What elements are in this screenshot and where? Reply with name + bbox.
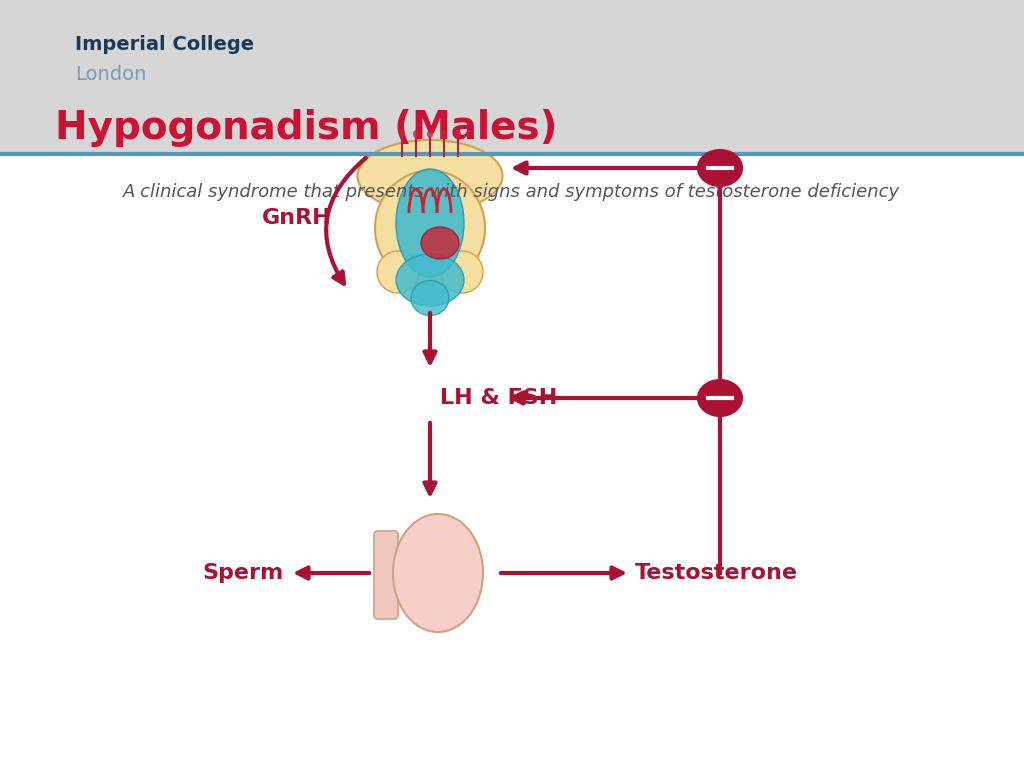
Text: LH & FSH: LH & FSH xyxy=(440,388,557,408)
Ellipse shape xyxy=(411,280,449,316)
Ellipse shape xyxy=(393,514,483,632)
FancyArrowPatch shape xyxy=(326,157,366,283)
Ellipse shape xyxy=(427,130,433,138)
Text: Hypogonadism (Males): Hypogonadism (Males) xyxy=(55,109,557,147)
Bar xyxy=(0,154,1024,768)
Ellipse shape xyxy=(396,254,464,306)
Ellipse shape xyxy=(377,251,419,293)
Text: Sperm: Sperm xyxy=(202,563,284,583)
Bar xyxy=(0,0,1024,154)
Ellipse shape xyxy=(441,251,483,293)
Ellipse shape xyxy=(698,150,742,186)
FancyBboxPatch shape xyxy=(374,531,398,619)
Ellipse shape xyxy=(413,130,419,138)
Ellipse shape xyxy=(375,170,485,286)
Ellipse shape xyxy=(455,130,461,138)
Ellipse shape xyxy=(441,130,447,138)
Ellipse shape xyxy=(357,140,503,212)
Ellipse shape xyxy=(396,169,464,277)
Text: Testosterone: Testosterone xyxy=(635,563,798,583)
Ellipse shape xyxy=(698,380,742,416)
Text: GnRH: GnRH xyxy=(262,208,332,228)
Text: London: London xyxy=(75,65,146,84)
Text: A clinical syndrome that presents with signs and symptoms of testosterone defici: A clinical syndrome that presents with s… xyxy=(124,183,900,200)
Text: Imperial College: Imperial College xyxy=(75,35,254,55)
Ellipse shape xyxy=(399,130,406,138)
Ellipse shape xyxy=(421,227,459,259)
